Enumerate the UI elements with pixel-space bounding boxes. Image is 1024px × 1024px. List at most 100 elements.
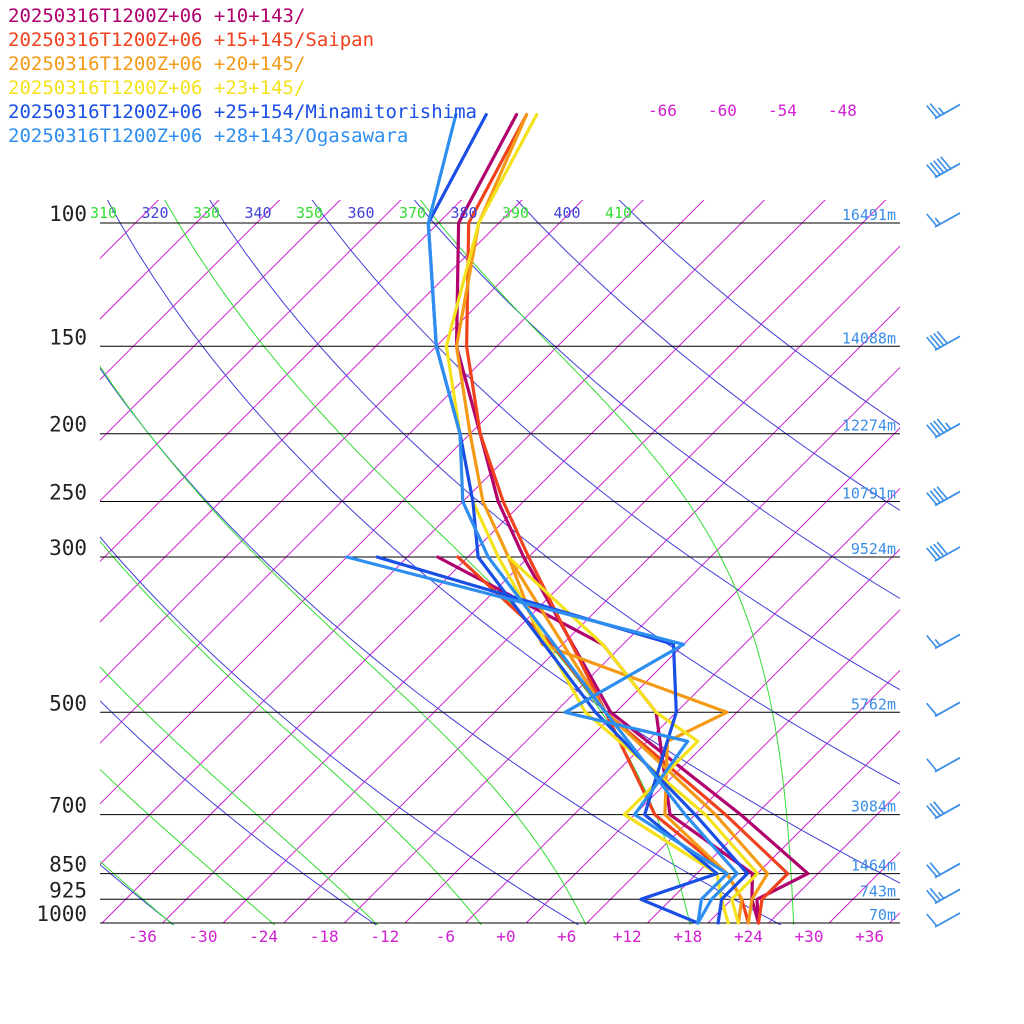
isotherm-line [100,200,220,320]
theta-label: 330 [193,204,220,222]
theta-label: 370 [399,204,426,222]
height-label: 12274m [842,417,896,435]
temperature-profile [454,113,810,925]
isotherm-line [586,609,900,924]
wind-barb-flag [933,543,945,557]
wind-barb-flag [926,702,938,716]
pressure-label: 850 [49,853,87,877]
temperature-tick-label: -6 [436,927,455,946]
temperature-top-label: -54 [768,101,797,120]
theta-label: 390 [502,204,529,222]
wind-barb-flag [933,488,945,502]
isotherm-line [465,487,900,924]
wind-barb-flag [936,418,948,432]
isotherm-line [162,200,887,924]
wind-barb [934,803,961,820]
wind-barb-flag [926,336,938,350]
legend-item: 20250316T1200Z+06 +10+143/ [8,5,305,27]
height-label: 9524m [851,540,896,558]
temperature-profile [444,113,759,925]
pressure-label: 500 [49,691,87,715]
wind-barb-flag [926,889,938,903]
temperature-tick-label: +0 [496,927,515,946]
height-label: 3084m [851,798,896,816]
wind-barb [934,633,961,650]
wind-barb-flag [929,545,941,559]
dry-adiabat-line [100,863,175,925]
wind-barb [934,212,961,228]
temperature-tick-label: +36 [855,927,884,946]
theta-label: 410 [605,204,632,222]
wind-barb [934,912,961,928]
temperature-profile [426,113,739,925]
pressure-label: 100 [49,202,87,226]
theta-label: 350 [296,204,323,222]
isotherm-line [100,200,463,563]
isotherm-line [344,366,900,924]
temperature-profile [465,113,790,925]
isotherm-line [647,669,900,924]
wind-barb-flag [926,805,938,819]
wind-barb-flag [934,638,941,647]
moist-adiabat-line [100,860,174,925]
wind-barb-flag [926,864,938,878]
wind-barb-flag [926,105,938,119]
dry-adiabat-line [413,200,900,600]
wind-barb-flag [929,103,941,117]
wind-barb-flag [926,213,938,227]
isotherm-line [0,92,24,923]
wind-barb-flag [933,420,945,434]
isotherm-lines [0,92,900,924]
wind-barb-flag [929,422,941,436]
moist-adiabat-line [100,540,483,925]
height-label: 5762m [851,695,896,713]
dewpoint-profile [375,555,719,925]
pressure-label: 250 [49,481,87,505]
wind-barb [934,701,961,718]
wind-barb-flag [926,164,938,178]
temperature-tick-label: -18 [310,927,339,946]
isotherm-line [525,548,900,924]
wind-barb-flag [936,541,948,555]
theta-label: 340 [245,204,272,222]
height-label: 16491m [842,206,896,224]
moist-adiabat-line [100,768,276,925]
wind-barb [934,103,961,120]
temperature-tick-label: +6 [557,927,576,946]
height-label: 743m [860,882,896,900]
temperature-tick-label: -24 [249,927,278,946]
temperature-tick-label: +12 [613,927,642,946]
isotherm-line [889,912,900,924]
dewpoint-profile [506,555,744,925]
wind-barb-flag [929,162,941,176]
theta-label: 380 [451,204,478,222]
wind-barb-flag [934,217,941,225]
height-label: 1464m [851,857,896,875]
isotherm-line [100,200,402,502]
moist-adiabat-lines [100,200,795,925]
isotherm-line [100,200,523,623]
isotherm-line [707,730,900,924]
isotherm-line [100,200,766,866]
legend-item: 20250316T1200Z+06 +15+145/Saipan [8,29,374,51]
temperature-tick-label: +30 [795,927,824,946]
isotherm-line [404,427,900,924]
moist-adiabat-line [100,666,379,925]
theta-label: 360 [348,204,375,222]
wind-barb [934,862,961,879]
pressure-label: 1000 [36,902,87,926]
wind-barb-flag [929,803,941,817]
wind-barb-flag [938,107,945,115]
dry-adiabat-lines [100,200,900,925]
temperature-top-label: -48 [828,101,857,120]
legend-item: 20250316T1200Z+06 +20+145/ [8,53,305,75]
dry-adiabat-line [516,200,900,511]
isotherm-line [100,200,160,260]
wind-barb-flag [940,156,952,170]
temperature-tick-label: -36 [128,927,157,946]
wind-barb-flag [926,634,938,648]
wind-barb-flag [936,158,948,172]
isotherm-line [100,200,584,684]
dry-adiabat-line [209,200,900,785]
